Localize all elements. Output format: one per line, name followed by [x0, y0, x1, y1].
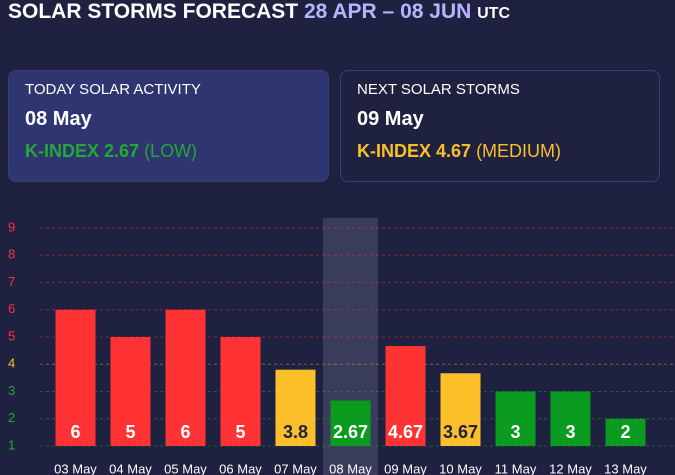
- card-label: NEXT SOLAR STORMS: [357, 81, 520, 98]
- bar: [220, 337, 261, 446]
- bar: [330, 400, 371, 446]
- bar: [605, 418, 646, 446]
- x-tick-label: 07 May: [274, 461, 317, 475]
- time-zone: UTC: [477, 5, 511, 22]
- value-label: 2: [620, 422, 630, 442]
- bar: [165, 309, 206, 446]
- value-label: 5: [125, 422, 135, 442]
- y-tick-label: 8: [8, 247, 15, 262]
- y-tick-label: 9: [8, 219, 15, 234]
- x-tick-label: 10 May: [439, 461, 482, 475]
- value-label: 4.67: [388, 422, 423, 442]
- next-card: NEXT SOLAR STORMS 09 May K-INDEX 4.67 (M…: [340, 70, 660, 182]
- x-tick-label: 06 May: [219, 461, 262, 475]
- bar: [110, 337, 151, 446]
- value-label: 3: [510, 422, 520, 442]
- x-tick-label: 03 May: [54, 461, 97, 475]
- y-tick-label: 4: [8, 356, 15, 371]
- y-tick-label: 7: [8, 274, 15, 289]
- card-kindex: K-INDEX 4.67 (MEDIUM): [357, 141, 643, 162]
- y-tick-label: 5: [8, 328, 15, 343]
- value-label: 6: [180, 422, 190, 442]
- bar: [385, 345, 426, 446]
- value-label: 3.8: [283, 422, 308, 442]
- card-date: 09 May: [357, 108, 424, 130]
- level: (LOW): [144, 141, 198, 161]
- x-tick-label: 13 May: [604, 461, 647, 475]
- value-label: 2.67: [333, 422, 368, 442]
- bar: [495, 391, 536, 446]
- bar: [55, 309, 96, 446]
- x-tick-label: 11 May: [495, 461, 537, 475]
- level: (MEDIUM): [476, 141, 562, 161]
- date-range: 28 APR – 08 JUN: [303, 0, 472, 23]
- kindex: K-INDEX 2.67: [25, 141, 140, 161]
- y-tick-label: 6: [8, 301, 15, 316]
- kindex: K-INDEX 4.67: [357, 141, 472, 161]
- value-label: 6: [70, 422, 80, 442]
- chart: 1 2 3 4 5 6 7 8 9 03 May 6 04 May 5 05 May 6 06 May 5 07 …: [8, 218, 673, 475]
- x-tick-label: 05 May: [164, 461, 207, 475]
- card-date: 08 May: [25, 108, 92, 130]
- title: SOLAR STORMS FORECAST: [8, 0, 299, 23]
- x-tick-label: 09 May: [384, 461, 427, 475]
- value-label: 3: [565, 422, 575, 442]
- y-tick-label: 3: [8, 383, 15, 398]
- x-tick-label: 04 May: [109, 461, 152, 475]
- card-kindex: K-INDEX 2.67 (LOW): [25, 141, 312, 162]
- today-card: TODAY SOLAR ACTIVITY 08 May K-INDEX 2.67…: [8, 70, 329, 182]
- bar: [550, 391, 591, 446]
- value-label: 3.67: [443, 422, 478, 442]
- value-label: 5: [235, 422, 245, 442]
- y-tick-label: 1: [8, 437, 15, 452]
- card-label: TODAY SOLAR ACTIVITY: [25, 81, 201, 98]
- x-tick-label: 12 May: [549, 461, 592, 475]
- y-tick-label: 2: [8, 410, 15, 425]
- title-bar: SOLAR STORMS FORECAST 28 APR – 08 JUN UT…: [8, 0, 510, 24]
- bar: [275, 369, 316, 446]
- bar: [440, 373, 481, 446]
- x-tick-label: 08 May: [329, 461, 372, 475]
